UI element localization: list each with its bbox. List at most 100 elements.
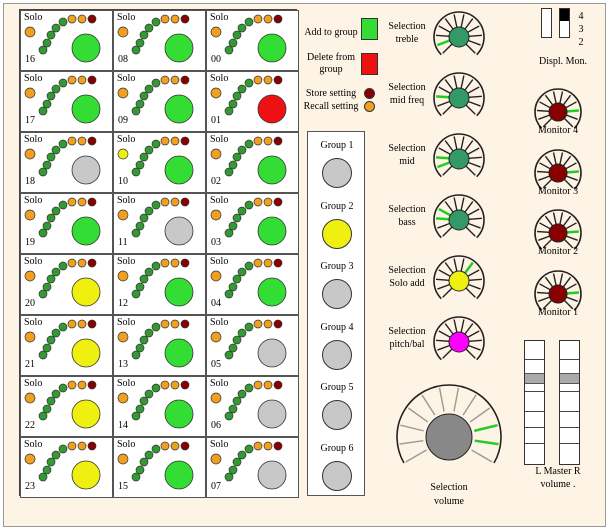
- level-dot: [232, 396, 242, 406]
- group-button[interactable]: [322, 279, 352, 309]
- group-1[interactable]: Group 1: [308, 132, 366, 192]
- solo-label[interactable]: Solo: [117, 134, 136, 145]
- solo-label[interactable]: Solo: [24, 256, 43, 267]
- solo-label[interactable]: Solo: [24, 73, 43, 84]
- solo-label[interactable]: Solo: [117, 12, 136, 23]
- level-dot: [170, 380, 180, 390]
- channel-main-button: [164, 399, 194, 429]
- solo-label[interactable]: Solo: [210, 134, 229, 145]
- solo-label[interactable]: Solo: [117, 195, 136, 206]
- group-button[interactable]: [322, 218, 352, 249]
- group-button[interactable]: [322, 460, 352, 491]
- solo-label[interactable]: Solo: [210, 195, 229, 206]
- channel-cell-17[interactable]: Solo 17: [20, 71, 113, 132]
- add-to-group-button[interactable]: [361, 18, 378, 40]
- knob-mid-freq[interactable]: [432, 71, 486, 125]
- channel-cell-21[interactable]: Solo 21: [20, 315, 113, 376]
- recall-setting-button[interactable]: [364, 101, 375, 112]
- level-dot: [151, 17, 161, 27]
- channel-cell-16[interactable]: Solo 16: [20, 10, 113, 71]
- channel-cell-08[interactable]: Solo 08: [113, 10, 206, 71]
- solo-label[interactable]: Solo: [117, 317, 136, 328]
- knob-bass[interactable]: [432, 193, 486, 247]
- channel-cell-12[interactable]: Solo 12: [113, 254, 206, 315]
- channel-cell-04[interactable]: Solo 04: [206, 254, 299, 315]
- monitor-2-knob[interactable]: [533, 208, 583, 258]
- channel-cell-01[interactable]: Solo 01: [206, 71, 299, 132]
- level-dot: [224, 411, 234, 421]
- solo-label[interactable]: Solo: [24, 317, 43, 328]
- channel-cell-22[interactable]: Solo 22: [20, 376, 113, 437]
- solo-label[interactable]: Solo: [24, 378, 43, 389]
- group-button[interactable]: [322, 158, 352, 188]
- channel-cell-13[interactable]: Solo 13: [113, 315, 206, 376]
- group-3[interactable]: Group 3: [308, 253, 366, 313]
- channel-cell-18[interactable]: Solo 18: [20, 132, 113, 193]
- level-dot: [237, 389, 247, 399]
- level-dot: [131, 45, 141, 55]
- channel-cell-03[interactable]: Solo 03: [206, 193, 299, 254]
- channel-cell-00[interactable]: Solo 00: [206, 10, 299, 71]
- channel-cell-15[interactable]: Solo 15: [113, 437, 206, 498]
- knob-solo-add[interactable]: [432, 254, 486, 308]
- channel-cell-23[interactable]: Solo 23: [20, 437, 113, 498]
- channel-cell-07[interactable]: Solo 07: [206, 437, 299, 498]
- channel-cell-11[interactable]: Solo 11: [113, 193, 206, 254]
- channel-cell-02[interactable]: Solo 02: [206, 132, 299, 193]
- group-5[interactable]: Group 5: [308, 374, 366, 434]
- solo-label[interactable]: Solo: [210, 317, 229, 328]
- level-dot: [273, 441, 283, 451]
- level-dot: [67, 197, 77, 207]
- monitor-4-knob[interactable]: [533, 87, 583, 137]
- channel-cell-14[interactable]: Solo 14: [113, 376, 206, 437]
- solo-label[interactable]: Solo: [210, 12, 229, 23]
- channel-cell-20[interactable]: Solo 20: [20, 254, 113, 315]
- group-2[interactable]: Group 2: [308, 193, 366, 253]
- volume-dial[interactable]: [395, 383, 503, 491]
- group-button[interactable]: [322, 400, 352, 430]
- recall-dot: [117, 453, 129, 465]
- channel-cell-05[interactable]: Solo 05: [206, 315, 299, 376]
- master-right-handle[interactable]: [560, 373, 579, 384]
- solo-label[interactable]: Solo: [24, 439, 43, 450]
- knob-treble[interactable]: [432, 10, 486, 64]
- solo-label[interactable]: Solo: [210, 439, 229, 450]
- knob-pitch-bal[interactable]: [432, 315, 486, 369]
- master-left-fader[interactable]: [524, 340, 545, 465]
- solo-label[interactable]: Solo: [24, 134, 43, 145]
- solo-label[interactable]: Solo: [24, 195, 43, 206]
- group-6[interactable]: Group 6: [308, 435, 366, 495]
- monitor-3-knob[interactable]: [533, 148, 583, 198]
- level-dot: [160, 14, 170, 24]
- level-dot: [77, 75, 87, 85]
- channel-main-button: [71, 399, 101, 429]
- recall-dot: [117, 270, 129, 282]
- master-left-handle[interactable]: [525, 373, 544, 384]
- level-dot: [38, 45, 48, 55]
- solo-label[interactable]: Solo: [117, 378, 136, 389]
- monitor-1-knob[interactable]: [533, 269, 583, 319]
- level-dot: [228, 465, 238, 475]
- store-setting-button[interactable]: [364, 88, 375, 99]
- display-monitor-switch-right[interactable]: [559, 8, 570, 38]
- level-dot: [170, 441, 180, 451]
- channel-cell-06[interactable]: Solo 06: [206, 376, 299, 437]
- channel-cell-09[interactable]: Solo 09: [113, 71, 206, 132]
- solo-label[interactable]: Solo: [117, 256, 136, 267]
- delete-from-group-button[interactable]: [361, 53, 378, 75]
- group-button[interactable]: [322, 339, 352, 370]
- level-dot: [131, 472, 141, 482]
- solo-label[interactable]: Solo: [117, 439, 136, 450]
- channel-cell-10[interactable]: Solo 10: [113, 132, 206, 193]
- display-monitor-switch-left[interactable]: [541, 8, 552, 38]
- master-right-fader[interactable]: [559, 340, 580, 465]
- solo-label[interactable]: Solo: [210, 73, 229, 84]
- solo-label[interactable]: Solo: [24, 12, 43, 23]
- group-4[interactable]: Group 4: [308, 314, 366, 374]
- solo-label[interactable]: Solo: [210, 378, 229, 389]
- level-dot: [77, 319, 87, 329]
- solo-label[interactable]: Solo: [117, 73, 136, 84]
- channel-cell-19[interactable]: Solo 19: [20, 193, 113, 254]
- knob-mid[interactable]: [432, 132, 486, 186]
- solo-label[interactable]: Solo: [210, 256, 229, 267]
